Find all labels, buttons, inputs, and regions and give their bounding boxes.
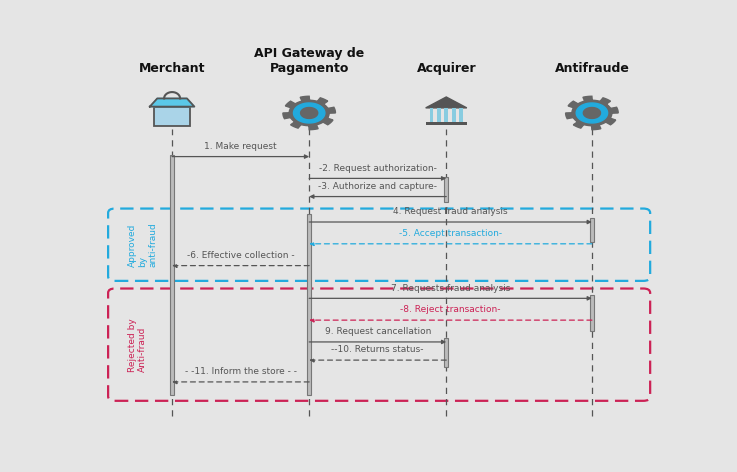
Bar	[444, 338, 448, 367]
Text: --10. Returns status-: --10. Returns status-	[332, 346, 424, 354]
Text: -8. Reject transaction-: -8. Reject transaction-	[400, 305, 500, 314]
Bar	[430, 108, 433, 122]
Polygon shape	[426, 97, 467, 108]
Text: -6. Effective collection -: -6. Effective collection -	[186, 251, 295, 260]
Text: 4. Request fraud analysis: 4. Request fraud analysis	[394, 207, 508, 216]
Text: -5. Accept transaction-: -5. Accept transaction-	[399, 229, 502, 238]
Text: -3. Authorize and capture-: -3. Authorize and capture-	[318, 182, 437, 191]
Text: Antifraude: Antifraude	[554, 62, 629, 75]
Text: Approved
by
anti-fraud: Approved by anti-fraud	[128, 222, 157, 267]
Polygon shape	[150, 99, 195, 107]
Bar	[437, 108, 441, 122]
Text: 1. Make request: 1. Make request	[204, 142, 277, 151]
Bar	[444, 177, 448, 202]
Text: Merchant: Merchant	[139, 62, 206, 75]
Text: Acquirer: Acquirer	[416, 62, 476, 75]
Bar	[590, 295, 594, 331]
FancyBboxPatch shape	[154, 107, 190, 126]
Text: Rejected by
Anti-fraud: Rejected by Anti-fraud	[128, 318, 147, 371]
Text: API Gateway de
Pagamento: API Gateway de Pagamento	[254, 47, 364, 75]
Polygon shape	[301, 108, 318, 118]
Text: 7. Requests fraud analysis: 7. Requests fraud analysis	[391, 284, 510, 293]
Bar	[590, 219, 594, 242]
Polygon shape	[584, 108, 601, 118]
Text: - -11. Inform the store - -: - -11. Inform the store - -	[185, 367, 296, 376]
Bar	[444, 108, 448, 122]
Polygon shape	[293, 103, 325, 123]
Polygon shape	[576, 103, 607, 123]
Text: 9. Request cancellation: 9. Request cancellation	[324, 327, 431, 336]
Text: -2. Request authorization-: -2. Request authorization-	[319, 164, 436, 173]
Bar	[452, 108, 455, 122]
Bar	[459, 108, 463, 122]
Polygon shape	[565, 96, 618, 130]
Bar	[170, 155, 174, 396]
Bar	[307, 214, 311, 396]
Polygon shape	[283, 96, 335, 130]
Bar	[426, 121, 467, 125]
